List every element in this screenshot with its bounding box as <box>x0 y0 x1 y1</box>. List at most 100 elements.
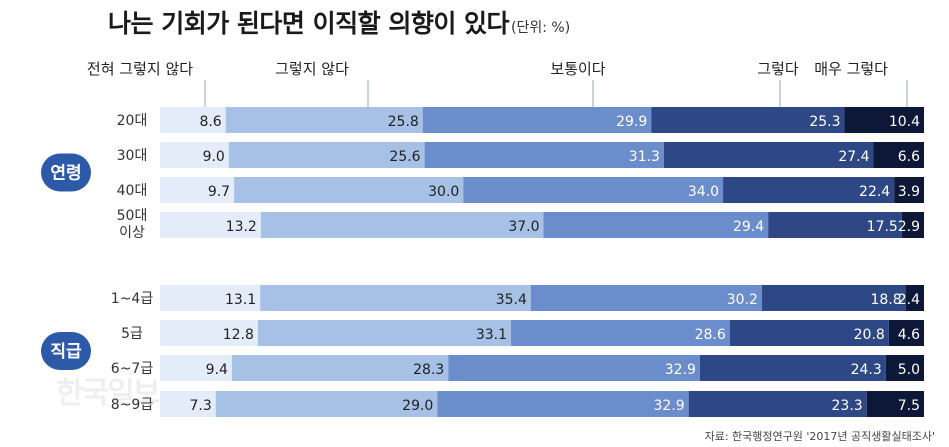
data-label: 34.0 <box>688 184 719 200</box>
row-label: 5급 <box>121 326 143 342</box>
legend-label: 전혀 그렇지 않다 <box>87 60 193 78</box>
bar-segment <box>844 107 924 133</box>
data-label: 24.3 <box>851 362 882 378</box>
bar-segment <box>231 355 449 381</box>
bar-segment <box>160 177 235 203</box>
bar-segment <box>160 142 229 168</box>
data-label: 25.8 <box>388 114 419 130</box>
data-label: 27.4 <box>838 149 869 165</box>
data-label: 25.3 <box>809 114 840 130</box>
bar-segment <box>260 285 531 311</box>
bar-segment <box>424 142 664 168</box>
data-label: 31.3 <box>629 149 660 165</box>
legend-label: 그렇지 않다 <box>275 60 349 78</box>
row-label: 이상 <box>119 225 145 241</box>
data-label: 29.0 <box>402 398 433 414</box>
data-label: 9.4 <box>206 362 228 378</box>
group-label: 직급 <box>50 342 82 362</box>
data-label: 10.4 <box>889 114 920 130</box>
bar-segment <box>215 391 438 417</box>
data-label: 2.4 <box>898 292 920 308</box>
bar-segment <box>651 107 845 133</box>
data-label: 2.9 <box>898 219 920 235</box>
data-label: 33.1 <box>476 327 507 343</box>
row-label: 8~9급 <box>111 397 154 413</box>
bar-segment <box>905 285 924 311</box>
data-label: 29.4 <box>733 219 764 235</box>
bar-segment <box>885 355 924 381</box>
data-label: 9.0 <box>203 149 225 165</box>
unit-label: (단위: %) <box>511 20 571 36</box>
data-label: 28.6 <box>695 327 726 343</box>
bar-segment <box>729 320 889 346</box>
bar-segment <box>699 355 886 381</box>
bar-segment <box>437 391 689 417</box>
data-label: 7.5 <box>898 398 920 414</box>
data-label: 3.9 <box>898 184 920 200</box>
data-label: 5.0 <box>898 362 920 378</box>
title-text: 나는 기회가 된다면 이직할 의향이 있다 <box>108 9 510 38</box>
data-label: 25.6 <box>389 149 420 165</box>
bar-segment <box>160 355 232 381</box>
data-label: 7.3 <box>190 398 212 414</box>
legend-label: 매우 그렇다 <box>814 60 888 78</box>
bar-segment <box>873 142 924 168</box>
bar-segment <box>663 142 874 168</box>
data-label: 22.4 <box>859 184 890 200</box>
group-label: 연령 <box>50 163 81 184</box>
bar-segment <box>225 107 423 133</box>
bar-segment <box>260 212 544 238</box>
bar-segment <box>422 107 652 133</box>
legend-label: 그렇다 <box>757 60 799 78</box>
data-label: 28.3 <box>413 362 444 378</box>
data-label: 17.5 <box>867 219 898 235</box>
bar-segment <box>688 391 867 417</box>
bar-segment <box>761 285 906 311</box>
group-pill <box>41 332 91 370</box>
bar-segment <box>901 212 924 238</box>
bar-segment <box>888 320 924 346</box>
data-label: 32.9 <box>654 398 685 414</box>
data-label: 35.4 <box>496 292 527 308</box>
bar-segment <box>160 320 258 346</box>
data-label: 13.2 <box>226 219 257 235</box>
legend-label: 보통이다 <box>550 60 605 78</box>
data-label: 8.6 <box>199 114 221 130</box>
data-label: 9.7 <box>208 184 230 200</box>
source-note: 자료: 한국행정연구원 '2017년 공직생활실태조사' <box>704 430 935 443</box>
bar-segment <box>543 212 769 238</box>
bar-segment <box>234 177 464 203</box>
bar-segment <box>228 142 425 168</box>
row-label: 40대 <box>117 183 148 199</box>
bar-segment <box>160 285 261 311</box>
group-pill <box>41 153 91 192</box>
row-label: 50대 <box>117 208 148 224</box>
row-label: 1~4급 <box>111 291 154 307</box>
bar-segment <box>768 212 902 238</box>
data-label: 12.8 <box>223 327 254 343</box>
bar-segment <box>160 391 216 417</box>
bar-segment <box>257 320 512 346</box>
data-label: 37.0 <box>508 219 539 235</box>
row-label: 30대 <box>117 148 148 164</box>
data-label: 6.6 <box>898 149 920 165</box>
bar-segment <box>511 320 730 346</box>
data-label: 29.9 <box>616 114 647 130</box>
data-label: 32.9 <box>665 362 696 378</box>
data-label: 13.1 <box>225 292 256 308</box>
row-label: 20대 <box>117 113 148 129</box>
chart-title: 나는 기회가 된다면 이직할 의향이 있다 (단위: %) <box>108 4 570 40</box>
bar-segment <box>894 177 924 203</box>
bar-segment <box>530 285 762 311</box>
data-label: 20.8 <box>854 327 885 343</box>
data-label: 18.8 <box>870 292 901 308</box>
bar-segment <box>160 107 226 133</box>
data-label: 4.6 <box>898 327 920 343</box>
data-label: 30.2 <box>727 292 758 308</box>
watermark: 한국일보 <box>56 376 160 411</box>
bar-segment <box>866 391 924 417</box>
data-label: 23.3 <box>832 398 863 414</box>
data-label: 30.0 <box>428 184 459 200</box>
bar-segment <box>463 177 724 203</box>
